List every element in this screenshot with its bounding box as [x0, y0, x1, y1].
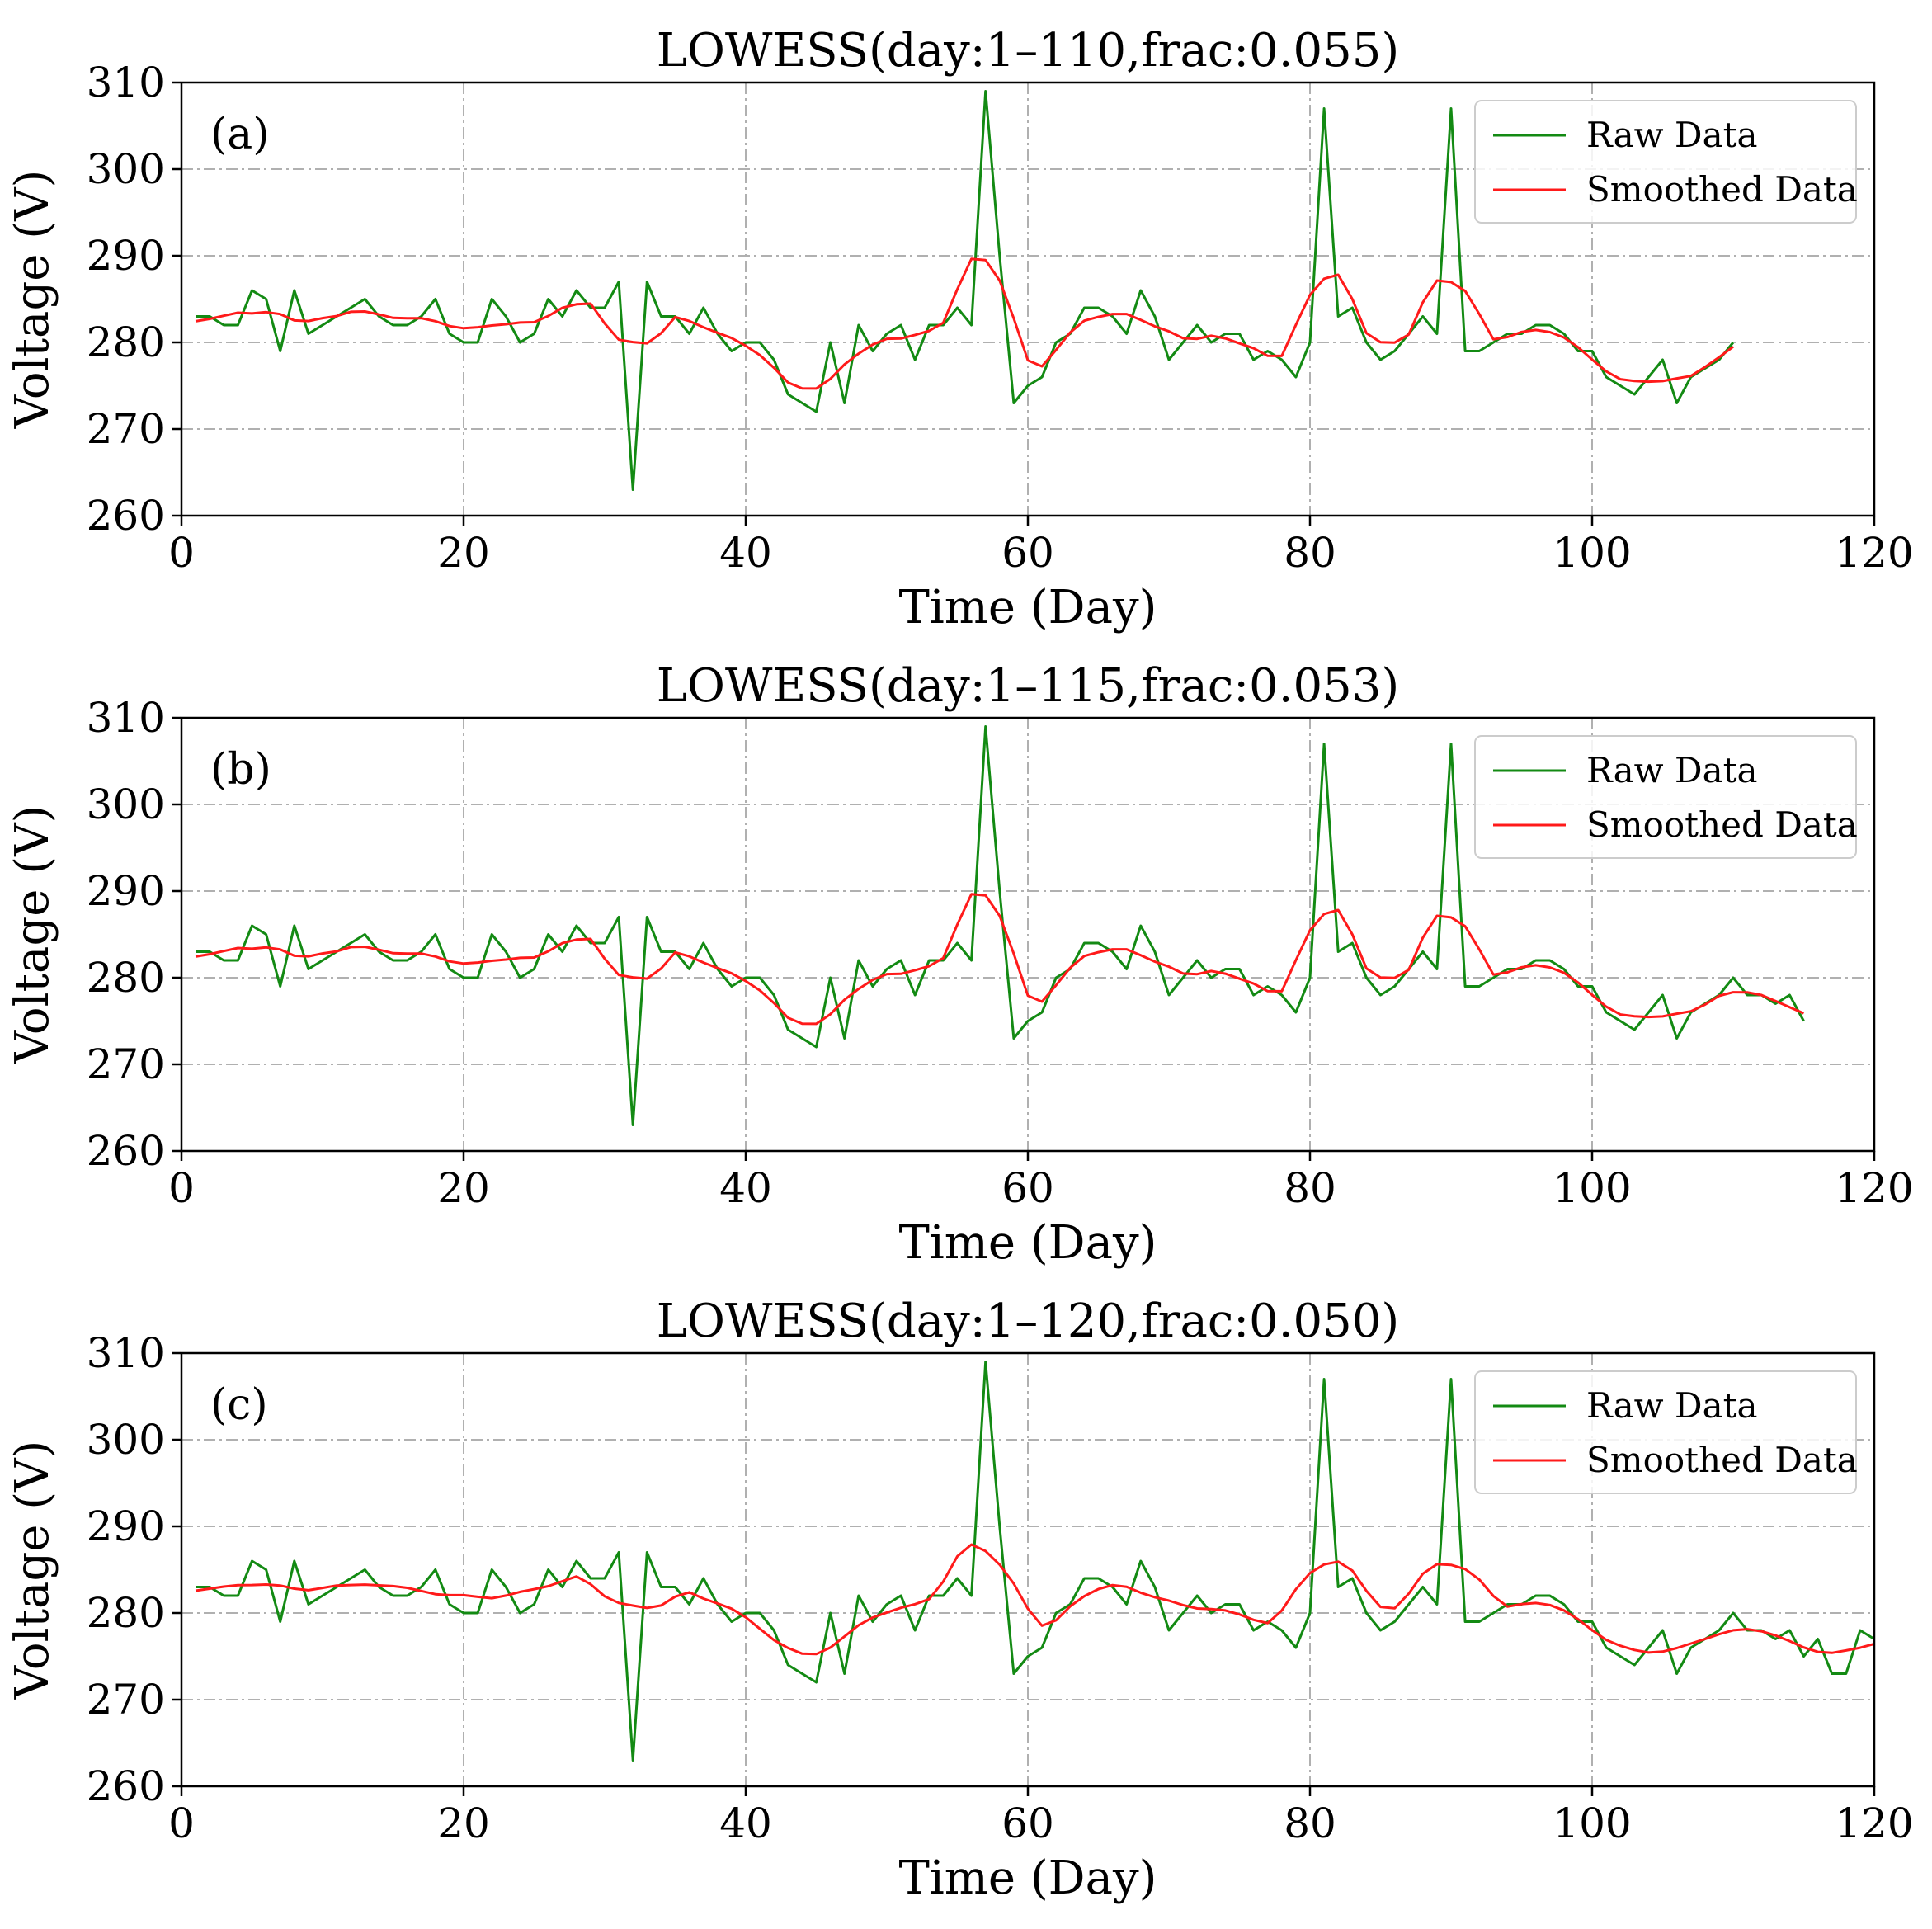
y-axis-label: Voltage (V)	[6, 170, 59, 430]
x-tick-label: 60	[1001, 529, 1054, 577]
x-tick-label: 120	[1835, 529, 1913, 577]
chart-panel-b: 0 20 40 60 80 100 120 260 270 280 290 300 310 LOWESS(…	[6, 659, 1914, 1270]
x-tick-label: 60	[1001, 1799, 1054, 1847]
y-tick-label: 290	[87, 867, 165, 915]
x-tick-label: 80	[1284, 529, 1336, 577]
x-tick-label: 40	[719, 529, 772, 577]
raw-data-line	[196, 90, 1735, 491]
x-tick-label: 80	[1284, 1164, 1336, 1212]
x-tick-label: 120	[1835, 1799, 1913, 1847]
chart-title: LOWESS(day:1–120,frac:0.050)	[657, 1295, 1399, 1348]
x-tick-label: 100	[1553, 1164, 1631, 1212]
x-tick-label: 0	[168, 1164, 195, 1212]
legend-label-raw: Raw Data	[1586, 1385, 1758, 1426]
x-tick-label: 20	[437, 1164, 490, 1212]
x-tick-label: 0	[168, 1799, 195, 1847]
y-tick-label: 260	[87, 492, 165, 540]
x-axis-label: Time (Day)	[899, 1851, 1157, 1905]
chart-title: LOWESS(day:1–110,frac:0.055)	[657, 24, 1399, 78]
y-tick-label: 300	[87, 781, 165, 828]
chart-panel-c: 0 20 40 60 80 100 120 260 270 280 290 300 310 LOWESS(…	[6, 1295, 1914, 1905]
panel-tag: (b)	[210, 745, 271, 795]
chart-title: LOWESS(day:1–115,frac:0.053)	[657, 659, 1399, 713]
x-tick-label: 0	[168, 529, 195, 577]
y-axis-label: Voltage (V)	[6, 1441, 59, 1700]
legend-label-smoothed: Smoothed Data	[1586, 169, 1858, 210]
legend-box	[1474, 735, 1857, 859]
legend: Raw Data Smoothed Data	[1474, 735, 1858, 859]
raw-data-line	[196, 725, 1805, 1126]
smoothed-data-line	[195, 893, 1805, 1026]
y-axis-label: Voltage (V)	[6, 805, 59, 1065]
y-tick-label: 310	[87, 1329, 165, 1377]
panel-tag: (a)	[210, 110, 270, 159]
x-tick-label: 20	[437, 529, 490, 577]
x-axis-label: Time (Day)	[899, 581, 1157, 634]
y-tick-label: 270	[87, 1676, 165, 1724]
y-tick-label: 310	[87, 59, 165, 106]
chart-panel-a: 0 20 40 60 80 100 120 260 270 280 290 300 310 LOWESS(…	[6, 24, 1914, 634]
y-tick-label: 300	[87, 1416, 165, 1464]
raw-data-line	[196, 1361, 1874, 1762]
y-tick-label: 270	[87, 405, 165, 453]
legend-label-smoothed: Smoothed Data	[1586, 804, 1858, 845]
legend-box	[1474, 1370, 1857, 1494]
y-tick-label: 300	[87, 145, 165, 193]
y-tick-label: 290	[87, 232, 165, 280]
x-tick-label: 120	[1835, 1164, 1913, 1212]
legend: Raw Data Smoothed Data	[1474, 100, 1858, 224]
legend-label-raw: Raw Data	[1586, 115, 1758, 155]
y-tick-label: 290	[87, 1502, 165, 1550]
x-axis-label: Time (Day)	[899, 1216, 1157, 1270]
grid	[181, 83, 1874, 516]
legend-label-raw: Raw Data	[1586, 750, 1758, 790]
smoothed-data-line	[195, 1543, 1874, 1656]
legend-label-smoothed: Smoothed Data	[1586, 1440, 1858, 1480]
x-tick-label: 80	[1284, 1799, 1336, 1847]
smoothed-data-line	[195, 257, 1734, 390]
y-tick-label: 260	[87, 1762, 165, 1810]
y-tick-label: 280	[87, 318, 165, 366]
x-tick-label: 20	[437, 1799, 490, 1847]
panels-group: 0 20 40 60 80 100 120 260 270 280 290 300 310 LOWESS(…	[6, 24, 1914, 1905]
x-tick-label: 100	[1553, 529, 1631, 577]
legend-box	[1474, 100, 1857, 224]
legend: Raw Data Smoothed Data	[1474, 1370, 1858, 1494]
x-tick-label: 40	[719, 1799, 772, 1847]
x-tick-label: 40	[719, 1164, 772, 1212]
y-tick-label: 260	[87, 1127, 165, 1175]
panel-tag: (c)	[210, 1380, 268, 1430]
y-tick-label: 310	[87, 694, 165, 742]
y-tick-label: 280	[87, 954, 165, 1002]
y-tick-label: 280	[87, 1589, 165, 1637]
y-tick-label: 270	[87, 1040, 165, 1088]
x-tick-label: 60	[1001, 1164, 1054, 1212]
x-tick-label: 100	[1553, 1799, 1631, 1847]
